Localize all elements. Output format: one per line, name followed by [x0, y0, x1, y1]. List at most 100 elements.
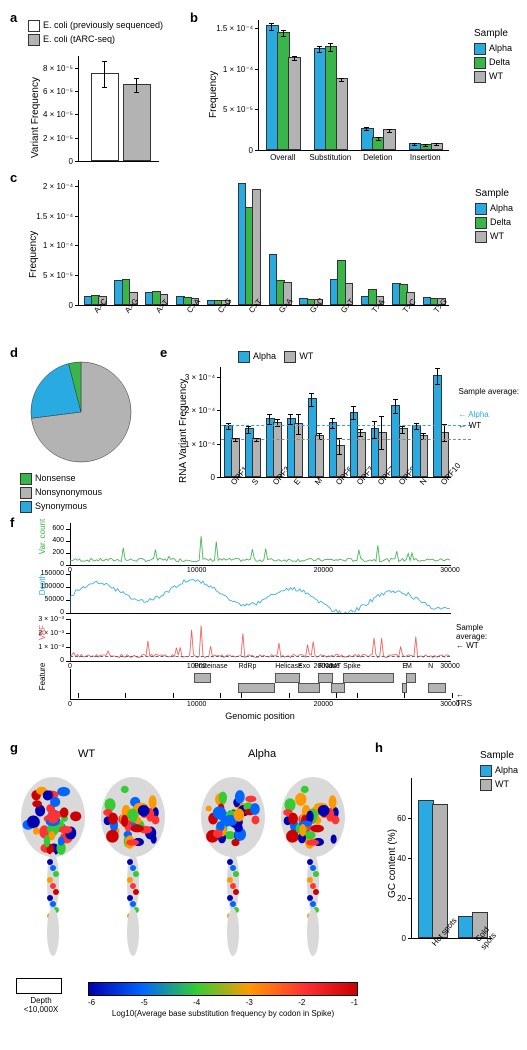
bar: [294, 423, 303, 477]
panel-e-label: e: [160, 345, 167, 360]
track-label: Var. count: [38, 514, 47, 559]
feature-box: [406, 673, 416, 683]
panel-g-title-alpha: Alpha: [248, 748, 276, 760]
panel-c-label: c: [10, 170, 17, 185]
panel-d-legend: Nonsense Nonsynonymous Synonymous: [20, 471, 102, 513]
x-category: Overall: [259, 153, 307, 162]
feature-label: RdRp: [238, 663, 256, 670]
legend-text: Alpha: [489, 43, 512, 53]
panel-g-title-wt: WT: [78, 748, 95, 760]
bar: [420, 435, 429, 477]
bar: [123, 84, 151, 161]
avg-alpha: Alpha: [468, 410, 488, 419]
legend-swatch: [480, 765, 492, 777]
panel-h: h GC content (%) 0204060Hot spotsCold sp…: [373, 738, 518, 1038]
panel-c-chart: 05 × 10⁻⁵1 × 10⁻⁴1.5 × 10⁻⁴2 × 10⁻⁴A>CA>…: [78, 180, 449, 306]
bar: [315, 435, 324, 477]
x-category: Deletion: [354, 153, 402, 162]
panel-a-chart: 02 × 10⁻⁵4 × 10⁻⁵6 × 10⁻⁵8 × 10⁻⁵: [78, 56, 159, 162]
avg-line: [221, 425, 471, 426]
panel-e-avg-block: Sample average: ← Alpha ← WT: [459, 387, 519, 430]
legend-text: WT: [495, 779, 509, 789]
panel-b-chart: 05 × 10⁻⁵1 × 10⁻⁴1.5 × 10⁻⁴OverallSubsti…: [258, 20, 449, 151]
panel-e-ylabel: RNA Variant Frequency: [178, 379, 189, 483]
legend-swatch: [480, 779, 492, 791]
legend-swatch: [475, 217, 487, 229]
panel-f-label: f: [10, 515, 14, 530]
feature-track-label: Feature: [38, 654, 47, 699]
legend-text: WT: [490, 231, 504, 241]
avg-wt: WT: [469, 421, 481, 430]
x-category: Insertion: [402, 153, 450, 162]
grad-tick: -2: [298, 998, 305, 1007]
bar: [432, 804, 448, 938]
legend-text: Nonsynonymous: [35, 487, 102, 497]
panel-d-label: d: [10, 345, 18, 360]
panel-a-ylabel: Variant Frequency: [30, 77, 41, 158]
feature-box: [275, 673, 300, 683]
legend-swatch: [475, 203, 487, 215]
feature-label: M: [406, 663, 412, 670]
legend-text: E. coli (previously sequenced): [43, 20, 163, 30]
panel-b-legend: Sample Alpha Delta WT: [474, 28, 512, 83]
feature-box: [318, 673, 333, 683]
panel-d-pie: [26, 357, 136, 467]
bar: [252, 189, 261, 305]
panel-c-ylabel: Frequency: [28, 231, 39, 278]
avg-title: Sample average:: [459, 387, 519, 396]
grad-tick: -5: [141, 998, 148, 1007]
legend-text: Alpha: [490, 203, 513, 213]
legend-text: Alpha: [253, 351, 276, 361]
x-category: E: [292, 477, 298, 484]
legend-text: Synonymous: [35, 501, 87, 511]
x-category: S: [250, 477, 256, 484]
feature-box: [238, 683, 274, 693]
feature-box: [343, 673, 393, 683]
panel-e-chart: 01 × 10⁻⁴2 × 10⁻⁴3 × 10⁻⁴ORF1abSORF3aEMO…: [220, 367, 451, 478]
x-category: Substitution: [307, 153, 355, 162]
legend-swatch: [474, 57, 486, 69]
legend-swatch: [20, 487, 32, 499]
legend-swatch: [474, 43, 486, 55]
panel-b: b Frequency 05 × 10⁻⁵1 × 10⁻⁴1.5 × 10⁻⁴O…: [188, 8, 518, 168]
panel-e: e RNA Variant Frequency Alpha WT 01 × 10…: [158, 343, 519, 513]
panel-h-label: h: [375, 740, 383, 755]
feature-box: [331, 683, 345, 693]
feature-box: [298, 683, 320, 693]
feature-box: [428, 683, 446, 693]
feature-box: [402, 683, 407, 693]
panel-g: g WT Alpha Depth <10,000X -6-5-4-3-2-1 L…: [8, 738, 373, 1038]
feature-label: Exo: [298, 663, 310, 670]
panel-h-chart: 0204060Hot spotsCold spots: [411, 778, 492, 939]
legend-text: Nonsense: [35, 473, 76, 483]
legend-text: E. coli (tARC-seq): [43, 34, 115, 44]
legend-swatch: [238, 351, 250, 363]
legend-text: WT: [489, 71, 503, 81]
legend-swatch: [20, 501, 32, 513]
legend-swatch: [475, 231, 487, 243]
feature-label: Proteinase: [194, 663, 227, 670]
panel-h-legend: Sample Alpha WT: [480, 750, 518, 791]
feature-box: [194, 673, 211, 683]
legend-text: Delta: [489, 57, 510, 67]
panel-a-label: a: [10, 10, 17, 25]
grad-tick: -1: [351, 998, 358, 1007]
panel-a: a E. coli (previously sequenced) E. coli…: [8, 8, 188, 168]
bar: [288, 57, 301, 150]
legend-text: Delta: [490, 217, 511, 227]
panel-b-label: b: [190, 10, 198, 25]
depth-label: Depth <10,000X: [16, 996, 66, 1014]
panel-c: c Frequency 05 × 10⁻⁵1 × 10⁻⁴1.5 × 10⁻⁴2…: [8, 168, 519, 343]
legend-title: Sample: [474, 28, 512, 39]
track-avg-label: Sample average:← WT: [456, 623, 487, 650]
legend-swatch: [20, 473, 32, 485]
panel-f: f Var. count0200400600Depth0500001000001…: [8, 513, 519, 738]
panel-b-ylabel: Frequency: [208, 71, 219, 118]
panel-e-legend: Alpha WT: [238, 349, 313, 363]
legend-title: Sample: [475, 188, 513, 199]
panel-f-xlabel: Genomic position: [70, 711, 450, 721]
panel-a-legend: E. coli (previously sequenced) E. coli (…: [28, 18, 163, 46]
grad-tick: -4: [193, 998, 200, 1007]
grad-tick: -6: [88, 998, 95, 1007]
x-category: N: [418, 477, 425, 484]
